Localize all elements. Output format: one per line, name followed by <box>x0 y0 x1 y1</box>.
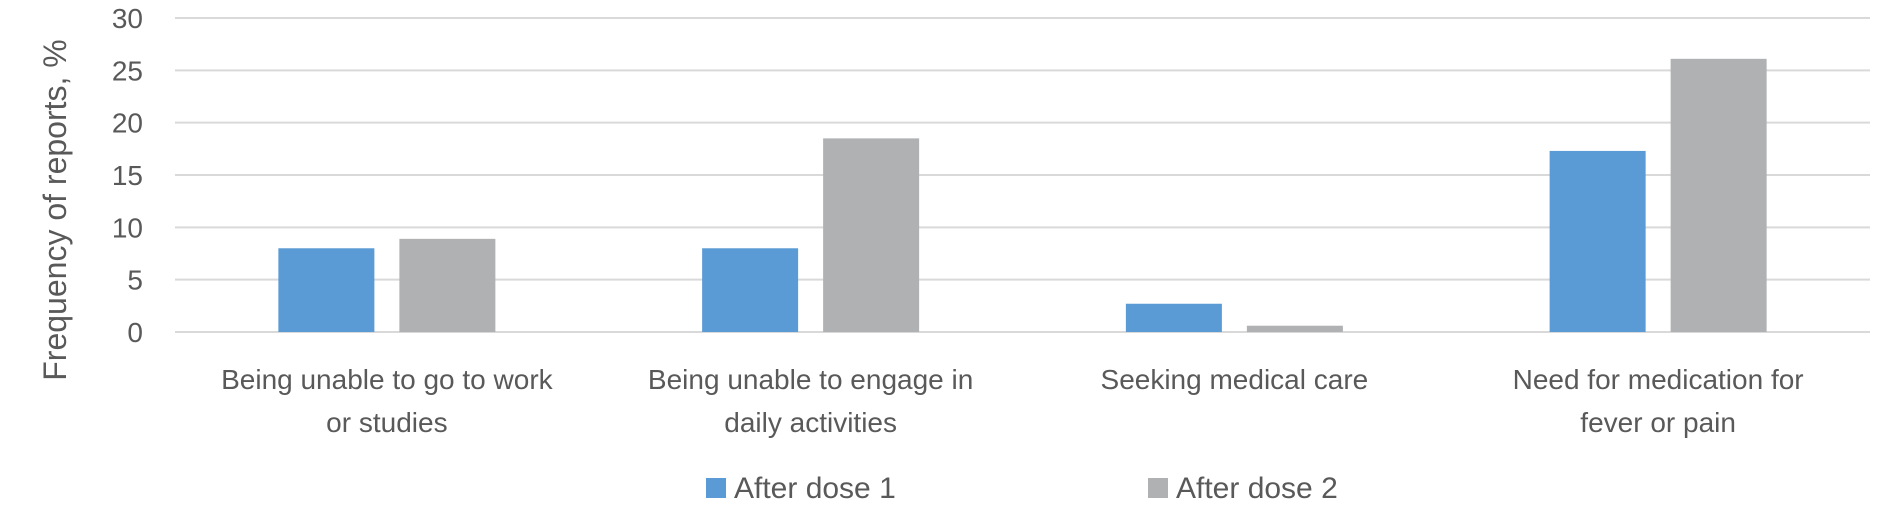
y-tick-label: 5 <box>127 265 143 296</box>
category-label-line: Need for medication for <box>1513 364 1804 395</box>
category-label: Being unable to go to work or studies <box>221 364 554 438</box>
bar-1-4 <box>1549 150 1646 332</box>
category-label-line: Being unable to engage in <box>648 364 973 395</box>
bar-1-3 <box>1125 303 1222 332</box>
bar-2-1 <box>399 238 496 332</box>
bar-2-2 <box>823 138 920 332</box>
y-tick-label: 10 <box>112 212 143 243</box>
y-axis-title: Frequency of reports, % <box>37 39 73 380</box>
bar-1-2 <box>702 248 799 332</box>
y-tick-label: 20 <box>112 108 143 139</box>
legend-label: After dose 1 <box>734 472 896 505</box>
category-label: Seeking medical care <box>1101 364 1369 395</box>
category-label-line: daily activities <box>724 407 897 438</box>
category-label-line: Being unable to go to work <box>221 364 554 395</box>
bar-2-4 <box>1670 58 1767 332</box>
y-tick-label: 15 <box>112 160 143 191</box>
legend-swatch <box>1148 478 1168 498</box>
y-tick-label: 30 <box>112 3 143 34</box>
category-label-line: fever or pain <box>1580 407 1736 438</box>
bars <box>278 58 1767 332</box>
y-axis-ticks: 0 5 10 15 20 25 30 <box>112 3 143 348</box>
category-labels: Being unable to go to work or studiesBein… <box>221 364 1804 438</box>
y-tick-label: 25 <box>112 55 143 86</box>
bar-2-3 <box>1246 325 1343 332</box>
category-label-line: Seeking medical care <box>1101 364 1369 395</box>
legend-label: After dose 2 <box>1176 472 1338 505</box>
bar-1-1 <box>278 248 375 332</box>
category-label-line: or studies <box>326 407 447 438</box>
legend: After dose 1 After dose 2 <box>706 472 1338 505</box>
legend-swatch <box>706 478 726 498</box>
y-tick-label: 0 <box>127 317 143 348</box>
category-label: Need for medication for fever or pain <box>1513 364 1804 438</box>
category-label: Being unable to engage in daily activitie… <box>648 364 973 438</box>
